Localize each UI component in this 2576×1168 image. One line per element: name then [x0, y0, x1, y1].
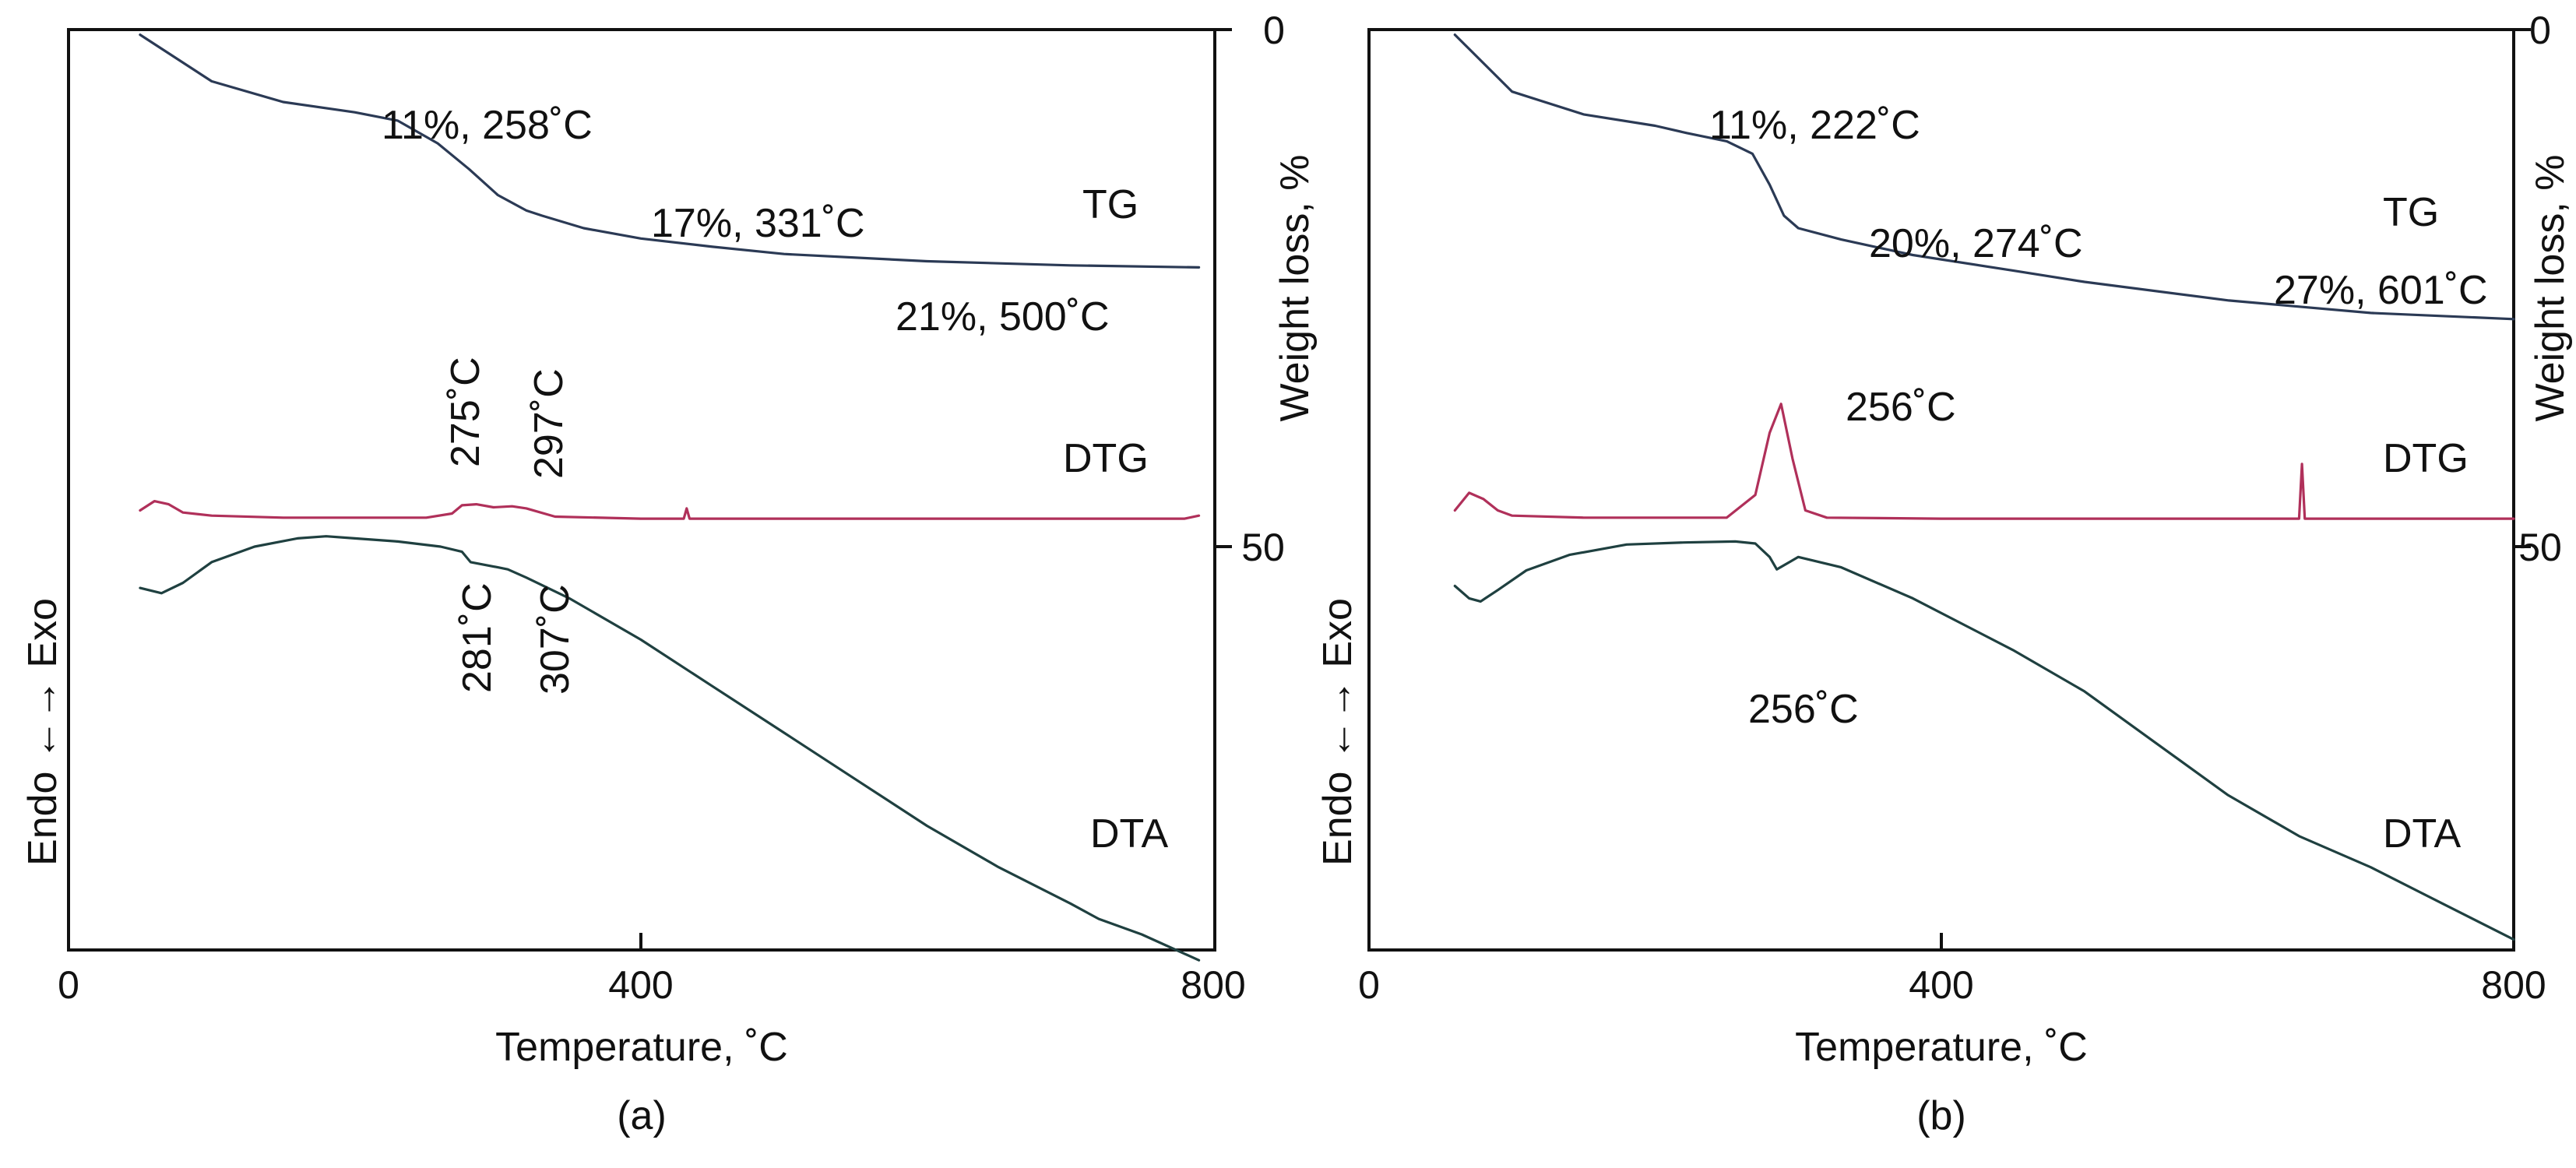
panel-a-dtg-label: DTG [1063, 436, 1149, 481]
panel-a: 0 400 800 0 50 Temperature, ˚C (a) Weigh… [20, 9, 1318, 1138]
panel-a-y-right-title: Weight loss, % [1272, 155, 1318, 422]
panel-b-dta-curve [1453, 540, 2515, 941]
panel-a-tg-curve [139, 33, 1201, 269]
panel-a-panel-label: (a) [617, 1093, 667, 1138]
panel-a-dtg-curve [139, 500, 1201, 520]
panel-b-ytick-label-50: 50 [2518, 526, 2562, 569]
panel-b-tg-274-annotation: 20%, 274˚C [1869, 221, 2083, 266]
panel-a-dta-label: DTA [1090, 811, 1168, 857]
panel-a-ytick-label-50: 50 [1241, 526, 1285, 569]
panel-a-tg-258-annotation: 11%, 258˚C [382, 103, 593, 148]
panel-a-dta-281-annotation: 281˚C [455, 582, 500, 693]
panel-a-y-left-title: Endo ←→ Exo [20, 598, 65, 866]
panel-a-xtick-label-0: 0 [58, 963, 79, 1007]
panel-b-xtick-label-800: 800 [2481, 963, 2546, 1007]
panel-a-xtick-label-400: 400 [608, 963, 673, 1007]
panel-a-xtick-label-800: 800 [1181, 963, 1245, 1007]
panel-b-curves [1453, 33, 2515, 941]
panel-b-y-right-title: Weight loss, % [2528, 155, 2573, 422]
panel-b-tg-222-annotation: 11%, 222˚C [1709, 103, 1920, 148]
panel-b-ytick-label-0: 0 [2529, 9, 2551, 52]
panel-b: 0 400 800 0 50 Temperature, ˚C (b) Weigh… [1315, 9, 2573, 1138]
panel-a-tg-331-annotation: 17%, 331˚C [651, 201, 865, 246]
panel-b-xtick-label-0: 0 [1358, 963, 1380, 1007]
panel-b-x-axis-title: Temperature, ˚C [1795, 1025, 2088, 1070]
panel-b-dtg-256-annotation: 256˚C [1846, 385, 1956, 430]
panel-b-tg-curve [1453, 33, 2515, 321]
panel-b-y-left-title: Endo ←→ Exo [1315, 598, 1360, 866]
panel-a-dtg-275-annotation: 275˚C [443, 357, 488, 467]
panel-b-panel-label: (b) [1916, 1093, 1966, 1138]
panel-b-frame [1367, 28, 2515, 952]
panel-a-curves [139, 33, 1201, 962]
panel-b-tg-601-annotation: 27%, 601˚C [2274, 268, 2488, 313]
panel-a-dta-307-annotation: 307˚C [533, 584, 578, 695]
panel-b-dtg-curve [1453, 403, 2515, 520]
panel-b-dta-label: DTA [2383, 811, 2461, 857]
panel-a-ytick-label-0: 0 [1263, 9, 1285, 52]
panel-a-tg-500-annotation: 21%, 500˚C [896, 294, 1110, 339]
panel-a-tg-label: TG [1082, 182, 1138, 227]
panel-a-dtg-297-annotation: 297˚C [526, 368, 572, 479]
panel-b-dta-256-annotation: 256˚C [1748, 687, 1859, 732]
panel-b-tg-label: TG [2383, 190, 2439, 235]
panel-a-dta-curve [139, 535, 1201, 962]
panel-b-dtg-label: DTG [2383, 436, 2469, 481]
panel-b-xtick-label-400: 400 [1909, 963, 1973, 1007]
panel-a-frame [67, 28, 1216, 952]
panel-a-x-axis-title: Temperature, ˚C [495, 1025, 788, 1070]
